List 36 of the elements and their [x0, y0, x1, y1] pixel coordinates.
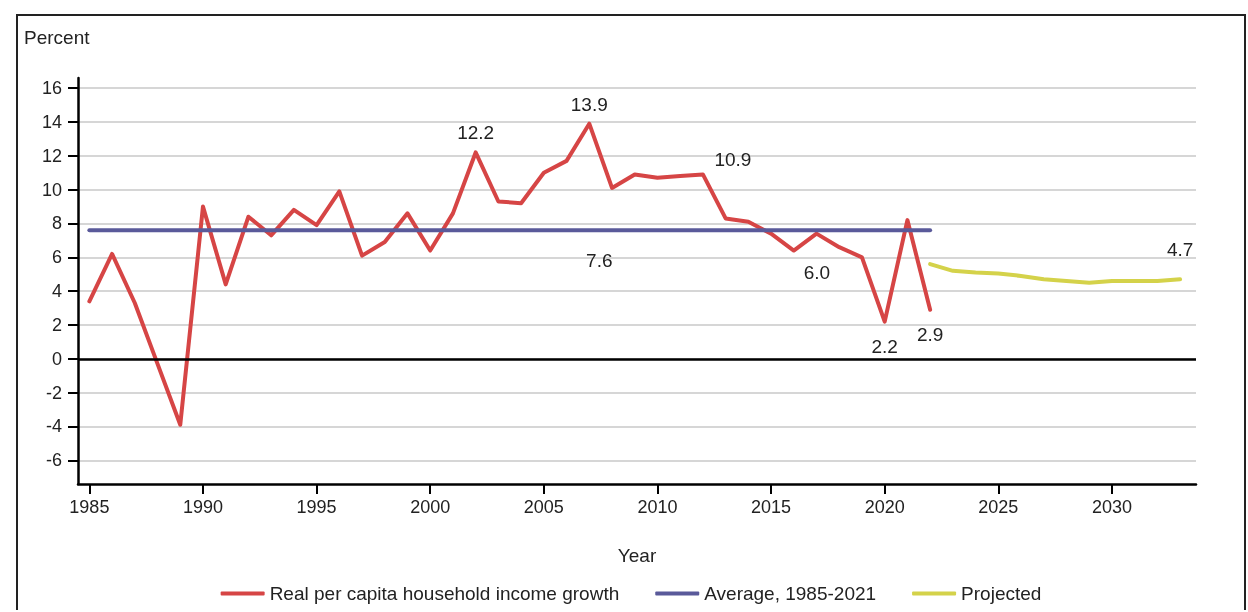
x-tick-label: 2000	[410, 497, 451, 517]
y-tick-label: 16	[41, 78, 62, 99]
x-tick-label: 1990	[182, 497, 223, 517]
y-tick-label: 10	[41, 179, 62, 200]
x-tick-label: 1985	[69, 497, 110, 517]
data-label: 6.0	[803, 262, 831, 284]
x-tick-label: 2025	[978, 497, 1019, 517]
data-label: 13.9	[570, 93, 608, 115]
legend-label: Average, 1985-2021	[704, 583, 877, 604]
x-tick-label: 2020	[864, 497, 905, 517]
x-tick-label: 1995	[296, 497, 337, 517]
legend-label: Projected	[961, 583, 1042, 604]
data-label: 10.9	[714, 149, 752, 171]
data-label: 7.6	[586, 250, 613, 272]
x-tick-label: 2005	[523, 497, 564, 517]
y-tick-label: -4	[45, 416, 62, 437]
data-label: 2.2	[871, 335, 898, 357]
y-tick-label: -6	[45, 450, 62, 471]
y-axis-title: Percent	[24, 27, 91, 48]
legend-label: Real per capita household income growth	[269, 583, 620, 604]
x-tick-label: 2030	[1091, 497, 1132, 517]
line-series	[928, 262, 1183, 285]
y-tick-label: 6	[51, 247, 62, 268]
x-axis-title: Year	[617, 545, 657, 566]
data-label: 4.7	[1166, 239, 1194, 261]
data-label: 12.2	[457, 122, 495, 144]
y-tick-label: 14	[41, 111, 62, 132]
x-tick-label: 2015	[751, 497, 792, 517]
data-label: 2.9	[916, 323, 944, 345]
y-tick-label: 2	[51, 314, 62, 335]
x-tick-label: 2010	[637, 497, 678, 517]
y-tick-label: 0	[51, 348, 62, 369]
y-tick-label: 12	[41, 145, 62, 166]
y-tick-label: 4	[51, 281, 62, 302]
y-tick-label: 8	[51, 213, 62, 234]
y-tick-label: -2	[45, 382, 62, 403]
